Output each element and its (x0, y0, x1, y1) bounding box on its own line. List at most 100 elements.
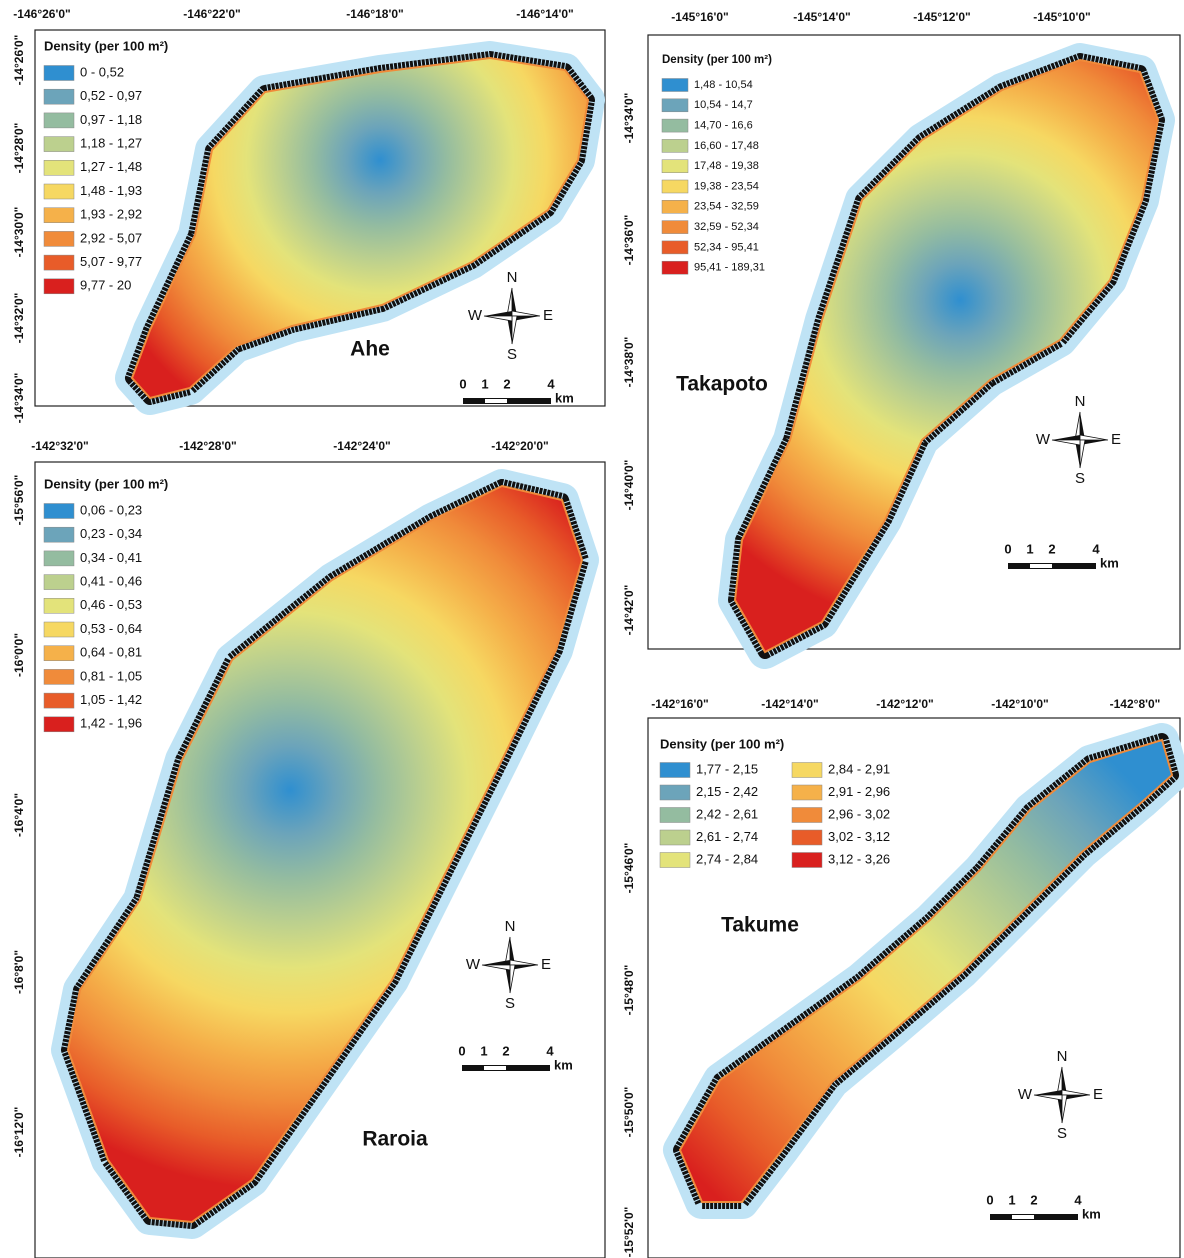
scale-bar-segment (485, 399, 507, 403)
legend-label: 2,91 - 2,96 (828, 784, 890, 799)
legend-label: 2,15 - 2,42 (696, 784, 758, 799)
legend-swatch (660, 785, 690, 800)
latitude-label: -14°36'0" (622, 215, 636, 266)
legend-swatch (660, 853, 690, 868)
compass-east: E (1093, 1086, 1103, 1103)
compass-east: E (543, 307, 553, 324)
legend-label: 1,77 - 2,15 (696, 761, 758, 776)
compass-north: N (1057, 1048, 1068, 1065)
longitude-label: -146°22'0" (183, 7, 240, 21)
legend-label: 1,48 - 10,54 (694, 79, 753, 91)
longitude-label: -142°28'0" (179, 439, 236, 453)
legend-label: 1,42 - 1,96 (80, 716, 142, 731)
compass-east: E (1111, 431, 1121, 448)
scale-label: 2 (1048, 541, 1055, 556)
legend-label: 3,02 - 3,12 (828, 829, 890, 844)
longitude-label: -145°12'0" (913, 10, 970, 24)
legend-title: Density (per 100 m²) (662, 54, 772, 66)
legend-label: 0,64 - 0,81 (80, 645, 142, 660)
legend-swatch (44, 160, 74, 175)
legend-label: 1,18 - 1,27 (80, 136, 142, 151)
atoll-name: Raroia (362, 1128, 428, 1151)
legend-label: 95,41 - 189,31 (694, 262, 765, 274)
latitude-label: -14°28'0" (12, 123, 26, 174)
legend-swatch (662, 221, 688, 234)
legend-label: 14,70 - 16,6 (694, 120, 753, 132)
scale-label: 0 (458, 1043, 465, 1058)
longitude-label: -145°10'0" (1033, 10, 1090, 24)
scale-label: 2 (1030, 1192, 1037, 1207)
atoll-name: Ahe (350, 338, 390, 361)
atoll-name: Takume (721, 914, 799, 937)
compass-west: W (1018, 1086, 1033, 1103)
legend-label: 2,74 - 2,84 (696, 851, 758, 866)
legend-swatch (44, 231, 74, 246)
legend-label: 0,52 - 0,97 (80, 88, 142, 103)
latitude-label: -16°0'0" (12, 633, 26, 677)
latitude-label: -14°34'0" (12, 373, 26, 424)
latitude-label: -15°52'0" (622, 1207, 636, 1258)
latitude-label: -14°34'0" (622, 93, 636, 144)
latitude-label: -14°26'0" (12, 35, 26, 86)
legend-label: 0,34 - 0,41 (80, 550, 142, 565)
legend-label: 0,23 - 0,34 (80, 526, 142, 541)
scale-bar-segment (484, 1066, 506, 1070)
legend-label: 3,12 - 3,26 (828, 851, 890, 866)
legend-swatch (44, 693, 74, 708)
legend-swatch (44, 717, 74, 732)
latitude-label: -15°50'0" (622, 1087, 636, 1138)
legend-swatch (44, 255, 74, 270)
legend-swatch (44, 646, 74, 661)
scale-label: 0 (459, 376, 466, 391)
map-panel: -145°16'0"-145°14'0"-145°12'0"-145°10'0"… (622, 10, 1180, 652)
map-panel: -142°32'0"-142°28'0"-142°24'0"-142°20'0"… (12, 439, 605, 1258)
legend-label: 1,27 - 1,48 (80, 159, 142, 174)
legend-label: 0,06 - 0,23 (80, 502, 142, 517)
scale-label: 0 (986, 1192, 993, 1207)
legend-swatch (662, 261, 688, 274)
longitude-label: -142°12'0" (876, 697, 933, 711)
latitude-label: -16°4'0" (12, 793, 26, 837)
legend-title: Density (per 100 m²) (660, 736, 784, 751)
legend-swatch (792, 808, 822, 823)
longitude-label: -146°18'0" (346, 7, 403, 21)
longitude-label: -142°24'0" (333, 439, 390, 453)
legend-swatch (662, 139, 688, 152)
compass-north: N (507, 269, 518, 286)
legend-label: 17,48 - 19,38 (694, 160, 759, 172)
scale-unit: km (1082, 1206, 1101, 1221)
longitude-label: -142°8'0" (1110, 697, 1161, 711)
map-panel: -146°26'0"-146°22'0"-146°18'0"-146°14'0"… (12, 7, 605, 423)
scale-bar-segment (1030, 564, 1052, 568)
legend-swatch (44, 208, 74, 223)
scale-label: 2 (503, 376, 510, 391)
legend-swatch (44, 575, 74, 590)
legend-label: 52,34 - 95,41 (694, 241, 759, 253)
legend-label: 0,97 - 1,18 (80, 112, 142, 127)
legend-label: 0,81 - 1,05 (80, 668, 142, 683)
latitude-label: -15°48'0" (622, 965, 636, 1016)
compass-west: W (1036, 431, 1051, 448)
scale-label: 4 (1074, 1192, 1082, 1207)
legend-swatch (44, 527, 74, 542)
legend-swatch (662, 180, 688, 193)
legend-label: 32,59 - 52,34 (694, 221, 759, 233)
scale-label: 1 (1026, 541, 1033, 556)
atoll-name: Takapoto (676, 373, 768, 396)
longitude-label: -142°20'0" (491, 439, 548, 453)
legend-swatch (44, 598, 74, 613)
compass-south: S (1057, 1125, 1067, 1142)
legend-label: 2,61 - 2,74 (696, 829, 758, 844)
compass-south: S (1075, 470, 1085, 487)
legend-swatch (662, 119, 688, 132)
scale-label: 1 (481, 376, 488, 391)
compass-east: E (541, 956, 551, 973)
scale-label: 4 (547, 376, 555, 391)
latitude-label: -14°42'0" (622, 585, 636, 636)
legend-swatch (792, 853, 822, 868)
scale-label: 4 (546, 1043, 554, 1058)
latitude-label: -15°56'0" (12, 475, 26, 526)
legend-label: 23,54 - 32,59 (694, 201, 759, 213)
compass-west: W (468, 307, 483, 324)
longitude-label: -145°16'0" (671, 10, 728, 24)
